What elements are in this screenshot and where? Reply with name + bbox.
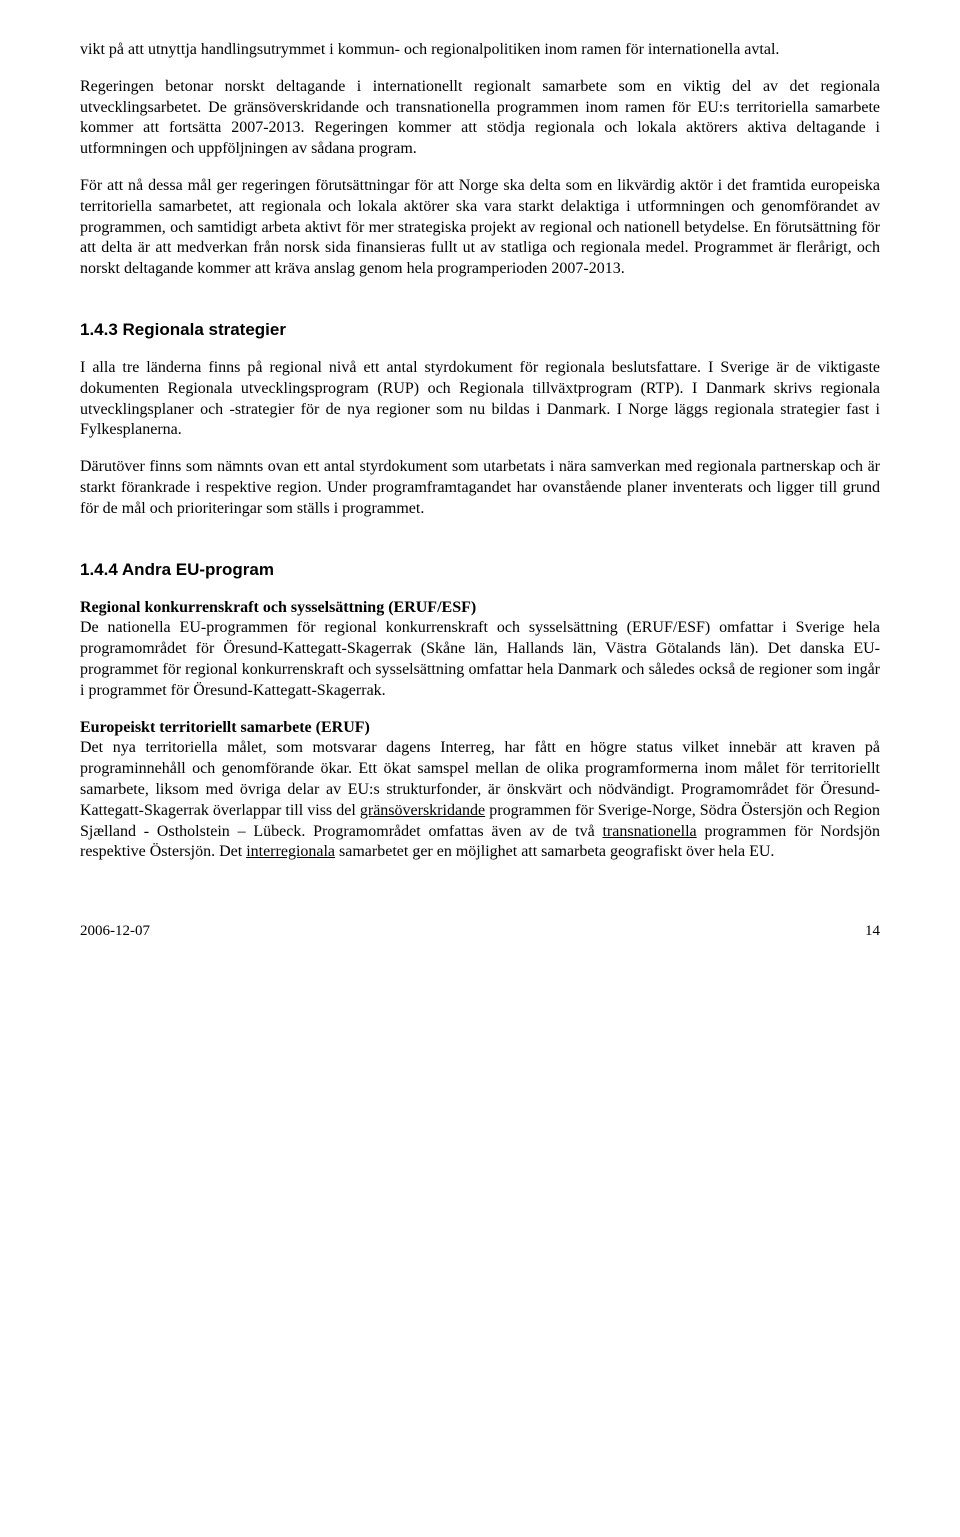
paragraph: Därutöver finns som nämnts ovan ett anta…: [80, 457, 880, 519]
underlined-term: interregionala: [246, 843, 335, 860]
subheading-eruf-esf: Regional konkurrenskraft och sysselsättn…: [80, 599, 476, 616]
paragraph: För att nå dessa mål ger regeringen föru…: [80, 176, 880, 280]
section-heading-144: 1.4.4 Andra EU-program: [80, 560, 880, 580]
paragraph: Regeringen betonar norskt deltagande i i…: [80, 77, 880, 160]
paragraph: I alla tre länderna finns på regional ni…: [80, 358, 880, 441]
section-heading-143: 1.4.3 Regionala strategier: [80, 320, 880, 340]
text-run: samarbetet ger en möjlighet att samarbet…: [335, 843, 774, 860]
subheading-eruf: Europeiskt territoriellt samarbete (ERUF…: [80, 719, 370, 736]
paragraph: Europeiskt territoriellt samarbete (ERUF…: [80, 718, 880, 864]
page-footer: 2006-12-07 14: [80, 923, 880, 940]
paragraph: Regional konkurrenskraft och sysselsättn…: [80, 598, 880, 702]
footer-date: 2006-12-07: [80, 923, 150, 939]
paragraph: vikt på att utnyttja handlingsutrymmet i…: [80, 40, 880, 61]
underlined-term: transnationella: [602, 823, 696, 840]
footer-page-number: 14: [865, 923, 880, 940]
underlined-term: gränsöverskridande: [360, 802, 485, 819]
paragraph-body: De nationella EU-programmen för regional…: [80, 619, 880, 698]
